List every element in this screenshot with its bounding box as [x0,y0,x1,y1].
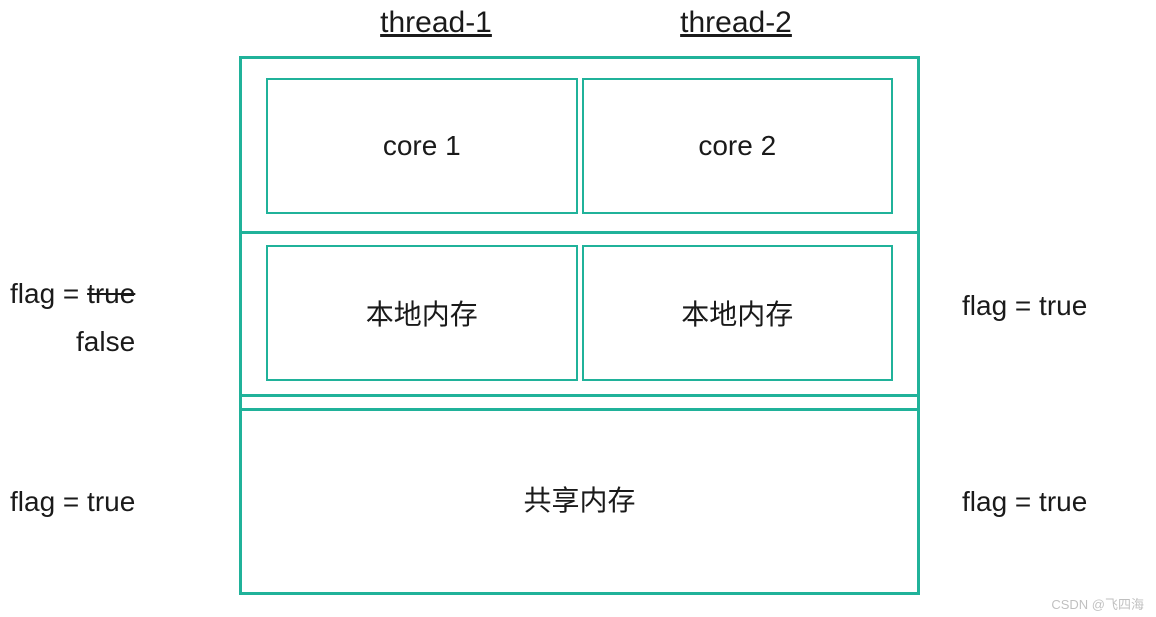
flag-prefix: flag = [10,278,87,309]
local-memory-2-cell: 本地内存 [582,245,894,381]
flag-struck-value: true [87,278,135,309]
core-1-cell: core 1 [266,78,578,214]
right-shared-flag-label: flag = true [962,486,1087,518]
watermark-text: CSDN @飞四海 [1051,594,1144,613]
shared-memory-cell: 共享内存 [242,408,917,586]
right-local-flag-label: flag = true [962,290,1087,322]
core-2-cell: core 2 [582,78,894,214]
local-memory-1-cell: 本地内存 [266,245,578,381]
diagram-outer-box: core 1 core 2 本地内存 本地内存 共享内存 [239,56,920,595]
row-divider [239,394,920,397]
thread-2-header: thread-2 [604,6,868,40]
row-divider [239,231,920,234]
left-local-flag-new-value: false [76,326,135,358]
left-local-flag-label: flag = true [10,278,135,310]
thread-1-header: thread-1 [304,6,568,40]
left-shared-flag-label: flag = true [10,486,135,518]
